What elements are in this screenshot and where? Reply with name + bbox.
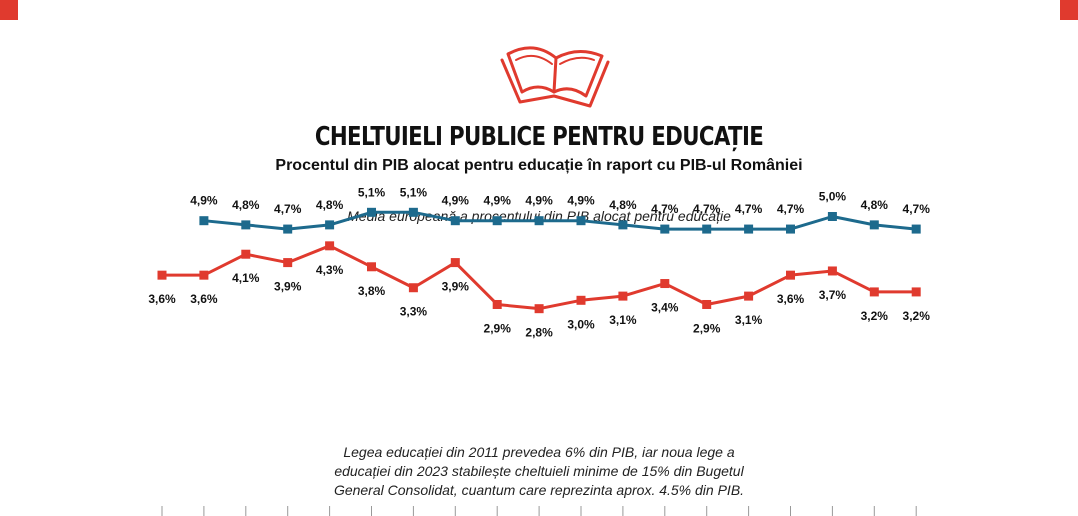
eu-data-point — [744, 224, 754, 234]
ro-data-label: 2,9% — [693, 321, 721, 335]
chart-title: CHELTUIELI PUBLICE PENTRU EDUCAȚIE — [314, 122, 764, 152]
eu-data-label: 4,8% — [232, 198, 260, 212]
eu-data-point — [827, 212, 837, 221]
ro-data-point — [450, 258, 460, 268]
ro-data-label: 3,6% — [190, 292, 218, 306]
eu-series-line — [203, 210, 917, 231]
eu-data-point — [450, 216, 460, 226]
ro-data-label: 3,9% — [274, 280, 302, 294]
chart-subtitle: Procentul din PIB alocat pentru educație… — [275, 157, 803, 174]
ro-data-point — [911, 287, 921, 297]
ro-data-point — [241, 249, 251, 259]
ro-data-point — [534, 304, 544, 314]
eu-data-point — [492, 216, 502, 226]
eu-data-label: 4,7% — [274, 202, 302, 216]
eu-data-label: 5,1% — [358, 185, 386, 199]
footnote-line-2: educației din 2023 stabilește cheltuieli… — [334, 463, 744, 479]
ro-data-point — [408, 283, 418, 293]
eu-data-point — [576, 216, 586, 226]
eu-data-point — [702, 224, 712, 234]
ro-data-label: 4,3% — [316, 263, 344, 277]
eu-data-point — [283, 224, 293, 234]
footnote: Legea educației din 2011 prevedea 6% din… — [0, 443, 1078, 500]
eu-data-label: 4,9% — [567, 194, 595, 208]
ro-data-label: 2,9% — [484, 321, 512, 335]
corner-accent-right — [1060, 0, 1078, 20]
ro-data-label: 3,7% — [819, 288, 847, 302]
eu-data-point — [199, 216, 209, 226]
ro-data-label: 3,1% — [609, 313, 637, 327]
ro-data-label: 3,6% — [148, 292, 176, 306]
ro-data-point — [576, 295, 586, 305]
ro-data-point — [283, 258, 293, 268]
eu-data-label: 4,7% — [735, 202, 763, 216]
ro-data-label: 3,3% — [400, 305, 428, 319]
eu-data-label: 4,9% — [442, 194, 470, 208]
ro-data-point — [199, 270, 209, 280]
ro-data-point — [827, 266, 837, 276]
corner-accent-left — [0, 0, 18, 20]
ro-data-label: 3,4% — [651, 301, 679, 315]
ro-data-label: 3,0% — [567, 317, 595, 331]
ro-data-point — [157, 270, 167, 280]
eu-data-label: 4,8% — [609, 198, 637, 212]
eu-data-label: 4,7% — [651, 202, 679, 216]
eu-data-point — [869, 220, 879, 230]
ro-data-point — [660, 279, 670, 289]
ro-data-label: 3,2% — [903, 309, 931, 323]
footnote-line-1: Legea educației din 2011 prevedea 6% din… — [343, 444, 735, 460]
eu-data-point — [786, 224, 795, 234]
eu-data-label: 4,8% — [861, 198, 889, 212]
eu-data-point — [408, 207, 418, 217]
ro-data-point — [325, 241, 335, 251]
ro-data-label: 3,9% — [442, 280, 470, 294]
eu-data-label: 5,1% — [400, 185, 428, 199]
eu-data-point — [911, 224, 921, 234]
ro-data-point — [786, 270, 795, 280]
eu-data-label: 4,8% — [316, 198, 344, 212]
eu-data-point — [534, 216, 544, 226]
eu-data-label: 4,7% — [777, 202, 805, 216]
ro-data-label: 3,2% — [861, 309, 889, 323]
eu-data-label: 4,7% — [903, 202, 931, 216]
ro-data-point — [618, 291, 628, 301]
ro-data-label: 3,6% — [777, 292, 805, 306]
ro-data-point — [702, 299, 712, 309]
ro-data-label: 4,1% — [232, 271, 260, 285]
eu-data-label: 4,9% — [190, 194, 218, 208]
footnote-line-3: General Consolidat, cuantum care reprezi… — [333, 482, 745, 498]
eu-data-point — [241, 220, 251, 230]
eu-data-point — [367, 207, 376, 217]
ro-data-point — [869, 287, 879, 297]
open-book-icon — [500, 46, 610, 108]
eu-data-point — [660, 224, 670, 234]
ro-data-point — [744, 291, 754, 301]
ro-data-point — [492, 299, 502, 309]
ro-data-label: 3,8% — [358, 284, 386, 298]
eu-data-label: 4,9% — [484, 194, 512, 208]
eu-data-point — [618, 220, 628, 230]
eu-data-label: 4,7% — [693, 202, 721, 216]
eu-data-label: 4,9% — [525, 194, 553, 208]
ro-data-point — [367, 262, 376, 272]
eu-data-point — [325, 220, 335, 230]
ro-data-label: 2,8% — [525, 326, 553, 340]
eu-series-caption: Media europeană a procentului din PIB al… — [347, 208, 731, 224]
ro-data-label: 3,1% — [735, 313, 763, 327]
eu-data-label: 5,0% — [819, 190, 847, 204]
